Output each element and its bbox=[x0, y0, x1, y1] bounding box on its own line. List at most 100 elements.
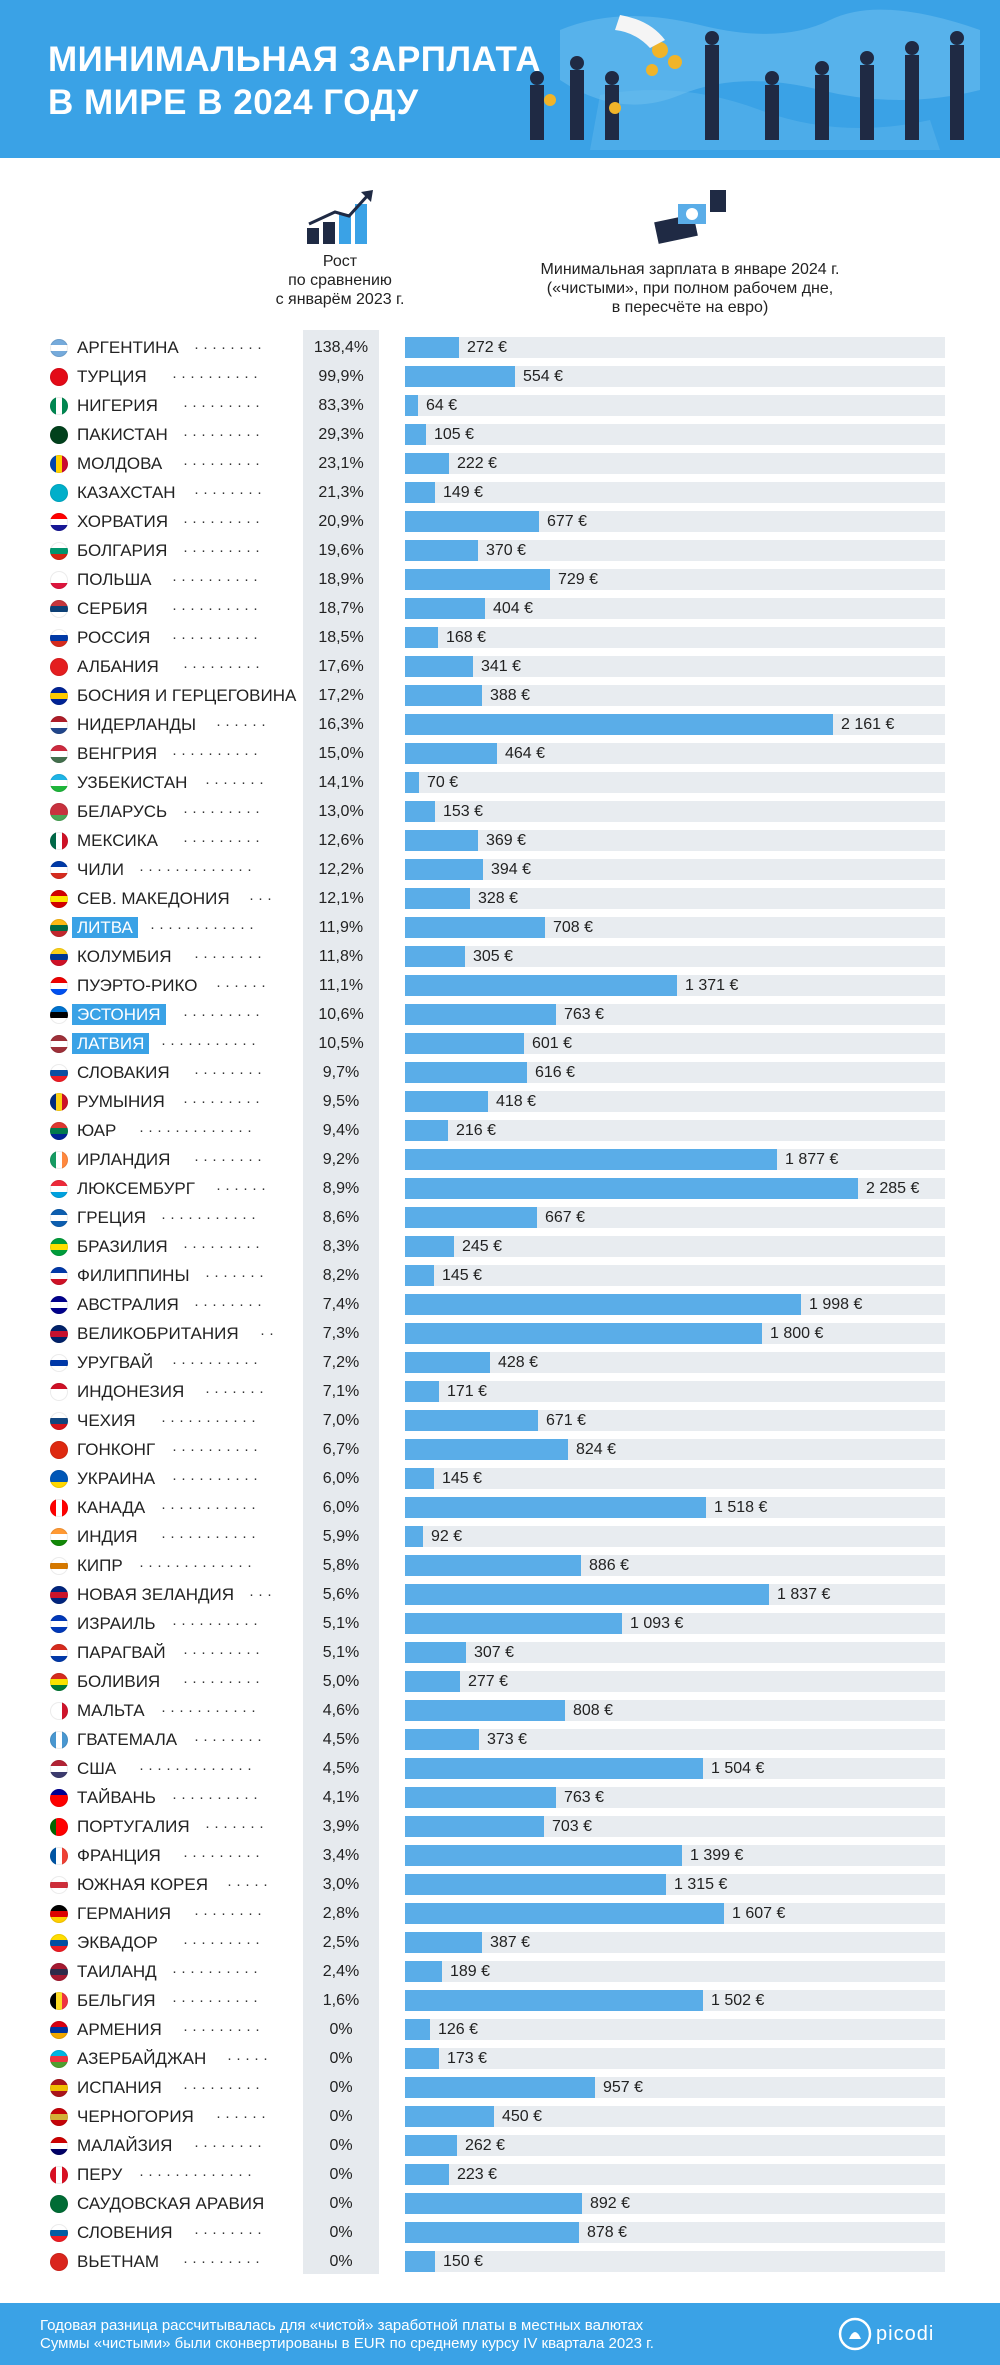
flag-icon bbox=[50, 513, 68, 531]
bar-track bbox=[405, 1468, 945, 1489]
chart-row: ИЗРАИЛЬ ·········· 5,1% 1 093 € bbox=[0, 1609, 1000, 1638]
country-label: ТУРЦИЯ bbox=[77, 367, 147, 386]
bar-track bbox=[405, 1033, 945, 1054]
country-label: КОЛУМБИЯ bbox=[77, 947, 172, 966]
flag-icon bbox=[50, 861, 68, 879]
wage-bar bbox=[405, 569, 550, 590]
bar-track bbox=[405, 1381, 945, 1402]
wage-label: 703 € bbox=[552, 1818, 593, 1835]
wage-label: 1 093 € bbox=[630, 1615, 684, 1632]
chart-row: МОЛДОВА ········· 23,1% 222 € bbox=[0, 449, 1000, 478]
flag-icon bbox=[50, 426, 68, 444]
chart-row: ГВАТЕМАЛА ········ 4,5% 373 € bbox=[0, 1725, 1000, 1754]
leader-dots: ········· bbox=[183, 1006, 264, 1023]
leader-dots: ········ bbox=[194, 1064, 266, 1081]
country-label: АРГЕНТИНА bbox=[77, 338, 179, 357]
growth-value: 7,3% bbox=[322, 1325, 360, 1342]
leader-dots: ··········· bbox=[161, 1035, 260, 1052]
growth-value: 1,6% bbox=[322, 1992, 360, 2009]
leader-dots: ········ bbox=[194, 2137, 266, 2154]
wage-label: 341 € bbox=[481, 658, 522, 675]
growth-value: 8,9% bbox=[322, 1180, 360, 1197]
country-label: ПУЭРТО-РИКО bbox=[77, 976, 198, 995]
leader-dots: ·········· bbox=[172, 1354, 262, 1371]
chart-row: ФРАНЦИЯ ········· 3,4% 1 399 € bbox=[0, 1841, 1000, 1870]
chart-row: ГЕРМАНИЯ ········ 2,8% 1 607 € bbox=[0, 1899, 1000, 1928]
wage-bar bbox=[405, 685, 482, 706]
growth-chart-icon bbox=[307, 190, 373, 244]
bar-track bbox=[405, 337, 945, 358]
flag-icon bbox=[50, 1064, 68, 1082]
leader-dots: ········· bbox=[183, 1238, 264, 1255]
wage-label: 307 € bbox=[474, 1644, 515, 1661]
chart-row: НОВАЯ ЗЕЛАНДИЯ ··· 5,6% 1 837 € bbox=[0, 1580, 1000, 1609]
wage-label: 1 837 € bbox=[777, 1586, 831, 1603]
wage-bar bbox=[405, 511, 539, 532]
chart-row: УРУГВАЙ ·········· 7,2% 428 € bbox=[0, 1348, 1000, 1377]
growth-value: 9,5% bbox=[322, 1093, 360, 1110]
growth-value: 2,5% bbox=[322, 1934, 360, 1951]
country-label: МАЛЬТА bbox=[77, 1701, 145, 1720]
wage-label: 272 € bbox=[467, 339, 508, 356]
chart-row: ЧИЛИ ············· 12,2% 394 € bbox=[0, 855, 1000, 884]
chart-row: ЮЖНАЯ КОРЕЯ ····· 3,0% 1 315 € bbox=[0, 1870, 1000, 1899]
wage-label: 878 € bbox=[587, 2224, 628, 2241]
wage-label: 394 € bbox=[491, 861, 532, 878]
growth-value: 2,4% bbox=[322, 1963, 360, 1980]
leader-dots: ········· bbox=[183, 2253, 264, 2270]
country-label: НИГЕРИЯ bbox=[77, 396, 158, 415]
wage-label: 404 € bbox=[493, 600, 534, 617]
flag-icon bbox=[50, 2079, 68, 2097]
bar-track bbox=[405, 395, 945, 416]
flag-icon bbox=[50, 455, 68, 473]
growth-value: 9,2% bbox=[322, 1151, 360, 1168]
growth-value: 12,1% bbox=[318, 890, 364, 907]
country-label: ЧЕРНОГОРИЯ bbox=[77, 2107, 194, 2126]
leader-dots: ············ bbox=[150, 919, 258, 936]
wage-bar bbox=[405, 627, 438, 648]
country-label: РУМЫНИЯ bbox=[77, 1092, 165, 1111]
wage-bar bbox=[405, 859, 483, 880]
chart-row: МАЛЬТА ··········· 4,6% 808 € bbox=[0, 1696, 1000, 1725]
wage-bar bbox=[405, 656, 473, 677]
wage-bar bbox=[405, 1874, 666, 1895]
growth-value: 0% bbox=[329, 2195, 353, 2212]
bar-track bbox=[405, 1526, 945, 1547]
wage-bar bbox=[405, 2164, 449, 2185]
wage-bar bbox=[405, 1236, 454, 1257]
country-label: ФРАНЦИЯ bbox=[77, 1846, 161, 1865]
growth-value: 0% bbox=[329, 2166, 353, 2183]
bar-track bbox=[405, 1961, 945, 1982]
wage-bar bbox=[405, 2077, 595, 2098]
wage-label: 428 € bbox=[498, 1354, 539, 1371]
country-label: ВЕНГРИЯ bbox=[77, 744, 157, 763]
flag-icon bbox=[50, 1412, 68, 1430]
bar-track bbox=[405, 1091, 945, 1112]
leader-dots: ········· bbox=[183, 1673, 264, 1690]
flag-icon bbox=[50, 1093, 68, 1111]
chart-row: КОЛУМБИЯ ········ 11,8% 305 € bbox=[0, 942, 1000, 971]
leader-dots: ·········· bbox=[172, 1789, 262, 1806]
wage-label: 369 € bbox=[486, 832, 527, 849]
country-label: КАЗАХСТАН bbox=[77, 483, 176, 502]
flag-icon bbox=[50, 1731, 68, 1749]
wage-label: 824 € bbox=[576, 1441, 617, 1458]
wage-bar bbox=[405, 2251, 435, 2272]
flag-icon bbox=[50, 774, 68, 792]
flag-icon bbox=[50, 2195, 68, 2213]
wage-label: 464 € bbox=[505, 745, 546, 762]
flag-icon bbox=[50, 919, 68, 937]
growth-value: 4,5% bbox=[322, 1731, 360, 1748]
growth-value: 83,3% bbox=[318, 397, 364, 414]
bar-track bbox=[405, 1671, 945, 1692]
growth-value: 0% bbox=[329, 2253, 353, 2270]
chart-row: ГОНКОНГ ·········· 6,7% 824 € bbox=[0, 1435, 1000, 1464]
flag-icon bbox=[50, 600, 68, 618]
leader-dots: ········· bbox=[183, 397, 264, 414]
header-banner: МИНИМАЛЬНАЯ ЗАРПЛАТА В МИРЕ В 2024 ГОДУ bbox=[0, 0, 1000, 158]
leader-dots: ········ bbox=[194, 1731, 266, 1748]
leader-dots: ······· bbox=[205, 1267, 268, 1284]
country-label: ЮАР bbox=[77, 1121, 117, 1140]
bar-track bbox=[405, 2251, 945, 2272]
wage-bar bbox=[405, 366, 515, 387]
